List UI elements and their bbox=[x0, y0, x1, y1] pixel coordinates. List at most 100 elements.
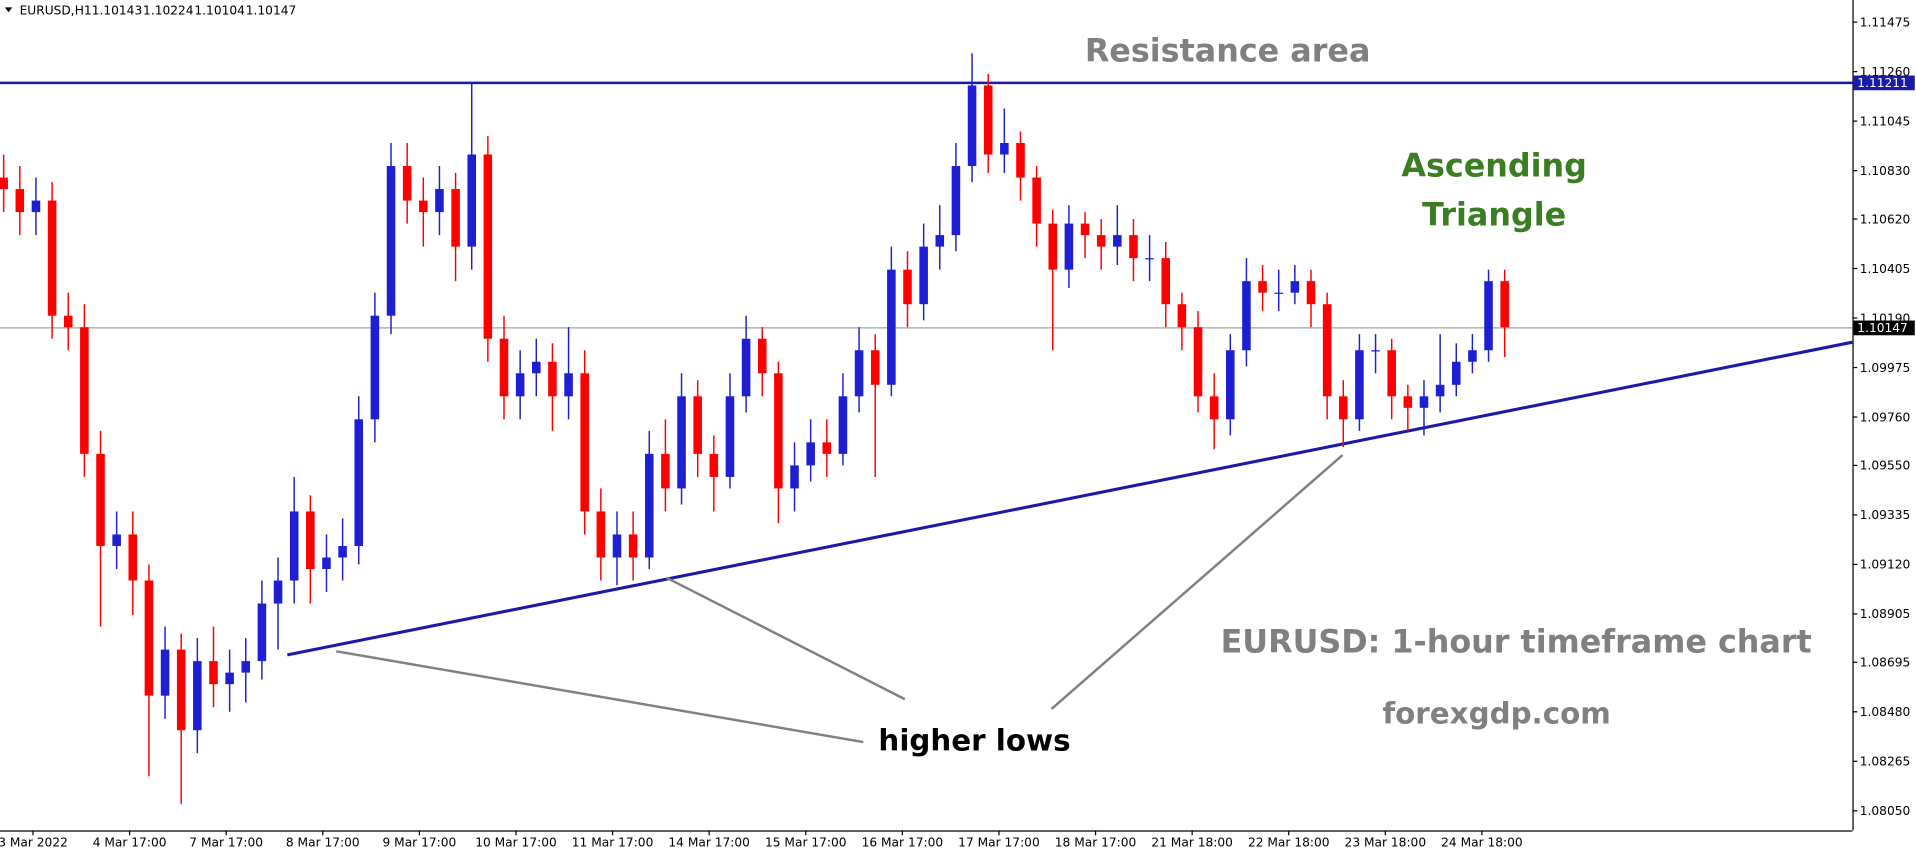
candle-body bbox=[467, 154, 477, 247]
candle-body bbox=[935, 235, 945, 247]
resistance-label: Resistance area bbox=[1085, 31, 1371, 69]
candle-body bbox=[370, 315, 380, 420]
y-tick-label: 1.09120 bbox=[1860, 558, 1911, 572]
pointer bbox=[1050, 454, 1344, 710]
candle-body bbox=[725, 396, 735, 477]
candle-body bbox=[63, 315, 73, 328]
candle-body bbox=[193, 661, 202, 731]
x-tick-label: 17 Mar 17:00 bbox=[958, 835, 1040, 849]
header-value: 1.10224 bbox=[143, 4, 194, 18]
candle-body bbox=[176, 649, 186, 731]
candle-body bbox=[1242, 281, 1251, 351]
candle-body bbox=[322, 557, 331, 570]
candle-body bbox=[661, 453, 670, 489]
candle-body bbox=[112, 534, 121, 546]
candle-body bbox=[1322, 304, 1332, 397]
candle-body bbox=[80, 327, 89, 454]
candle-body bbox=[306, 511, 315, 570]
candle-body bbox=[1500, 281, 1509, 328]
trendline bbox=[287, 340, 1853, 657]
candle-body bbox=[499, 338, 509, 397]
candle-body bbox=[1258, 281, 1267, 293]
candle-body bbox=[1419, 396, 1429, 408]
x-tick-label: 15 Mar 17:00 bbox=[765, 835, 847, 849]
pattern-label: Triangle bbox=[1422, 196, 1566, 234]
candle-body bbox=[338, 545, 347, 558]
header-value: 1.10143 bbox=[92, 4, 143, 18]
candle-body bbox=[483, 154, 493, 339]
candle-body bbox=[402, 166, 412, 201]
candle-body bbox=[257, 603, 267, 662]
resistance-price: 1.11211 bbox=[1857, 76, 1908, 90]
x-tick-label: 11 Mar 17:00 bbox=[572, 835, 654, 849]
candle-body bbox=[515, 373, 525, 397]
header-value: 1.10147 bbox=[246, 4, 297, 18]
candle-body bbox=[451, 189, 460, 247]
candle-body bbox=[241, 661, 251, 673]
candle-body bbox=[1000, 143, 1009, 155]
candle-body bbox=[548, 361, 557, 397]
candle-body bbox=[435, 189, 444, 213]
y-tick-label: 1.08905 bbox=[1860, 607, 1911, 621]
candle-body bbox=[47, 200, 57, 316]
drawn-lines: 1.11211 1.10147 bbox=[0, 75, 1915, 657]
candle-body bbox=[128, 534, 138, 581]
candle-body bbox=[96, 453, 105, 546]
y-tick-label: 1.10405 bbox=[1860, 262, 1911, 276]
candle-body bbox=[289, 511, 299, 581]
candle-body bbox=[1371, 350, 1380, 352]
candle-body bbox=[1064, 223, 1074, 270]
candle-body bbox=[15, 189, 25, 213]
x-tick-label: 14 Mar 17:00 bbox=[668, 835, 750, 849]
candle-body bbox=[1306, 281, 1316, 305]
candle-body bbox=[1193, 327, 1203, 397]
x-tick-label: 23 Mar 18:00 bbox=[1345, 835, 1427, 849]
candle-body bbox=[1451, 361, 1461, 385]
x-tick-label: 4 Mar 17:00 bbox=[93, 835, 167, 849]
y-tick-label: 1.08695 bbox=[1860, 656, 1911, 670]
candle-body bbox=[903, 269, 912, 305]
candle-body bbox=[709, 453, 719, 477]
candle-body bbox=[1435, 384, 1445, 397]
symbol: EURUSD,H1 bbox=[20, 4, 92, 18]
header-ohlc: 1.10143 1.10224 1.10104 1.10147 bbox=[92, 4, 297, 18]
candle-body bbox=[1129, 235, 1138, 259]
candle-body bbox=[1032, 177, 1041, 224]
pointer bbox=[336, 650, 864, 744]
candle-body bbox=[1387, 350, 1396, 397]
candle-body bbox=[144, 580, 154, 696]
candle-body bbox=[1274, 292, 1283, 294]
x-tick-label: 10 Mar 17:00 bbox=[475, 835, 557, 849]
y-tick-label: 1.09550 bbox=[1860, 459, 1911, 473]
candle-body bbox=[564, 373, 573, 397]
menu-arrow[interactable] bbox=[4, 7, 13, 13]
candle-body bbox=[677, 396, 686, 489]
candle-body bbox=[790, 465, 799, 489]
candle-body bbox=[854, 350, 864, 397]
candle-body bbox=[1145, 258, 1154, 260]
candle-body bbox=[1226, 350, 1235, 420]
candle-body bbox=[838, 396, 848, 454]
candle-body bbox=[983, 85, 993, 155]
x-tick-label: 24 Mar 18:00 bbox=[1441, 835, 1523, 849]
candle-body bbox=[1048, 223, 1058, 270]
candle-body bbox=[1113, 235, 1122, 247]
candle-body bbox=[628, 534, 638, 558]
current-price: 1.10147 bbox=[1857, 321, 1908, 335]
candle-body bbox=[419, 200, 428, 213]
y-tick-label: 1.08050 bbox=[1860, 804, 1911, 818]
axes: 1.11475 1.11260 1.11045 1.10830 1.10620 1.104… bbox=[0, 15, 1910, 849]
candle-body bbox=[580, 373, 589, 512]
x-tick-label: 8 Mar 17:00 bbox=[286, 835, 360, 849]
candle-body bbox=[757, 338, 767, 374]
candle-body bbox=[386, 166, 396, 316]
candle-body bbox=[1468, 350, 1477, 362]
candle-body bbox=[822, 442, 832, 454]
candle-body bbox=[774, 373, 783, 489]
y-tick-label: 1.11260 bbox=[1860, 65, 1911, 79]
candle-body bbox=[273, 580, 283, 604]
y-tick-label: 1.10620 bbox=[1860, 212, 1911, 226]
candle-body bbox=[1484, 281, 1493, 351]
